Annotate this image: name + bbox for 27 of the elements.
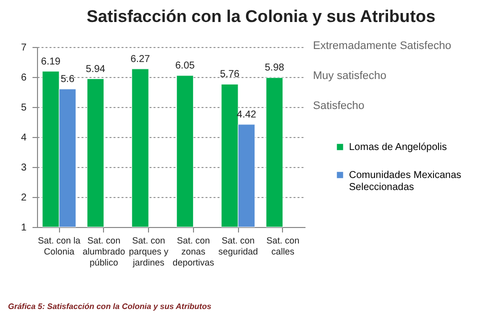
text: Satisfecho <box>313 100 364 112</box>
data-label: 5.94 <box>86 64 106 75</box>
x-tick-label: Sat. con alumbrado público <box>82 236 126 268</box>
x-tick-label: Sat. con la Colonia <box>38 236 80 256</box>
chart-title: Satisfacción con la Colonia y sus Atributos <box>86 7 436 26</box>
y-tick-label: 7 <box>20 42 27 54</box>
x-tick-label: Sat. con calles <box>266 236 300 256</box>
legend-label: Comunidades Mexicanas Seleccionadas <box>349 170 462 193</box>
data-label: 5.76 <box>220 69 240 80</box>
y-tick-label: 5 <box>20 102 27 114</box>
legend-label: Lomas de Angelópolis <box>349 142 447 153</box>
data-label: 5.6 <box>60 74 75 85</box>
x-tick-label: Sat. con parques y jardines <box>128 236 169 268</box>
data-label: 6.27 <box>130 54 150 65</box>
x-tick-label: Sat. con seguridad <box>218 236 258 256</box>
y-tick-label: 2 <box>20 192 27 204</box>
data-label: 6.05 <box>175 60 196 72</box>
data-label: 5.98 <box>264 62 285 74</box>
y-tick-label: 1 <box>20 222 27 234</box>
y-tick-label: 3 <box>20 162 27 174</box>
data-label: 6.19 <box>41 56 61 68</box>
y-tick-label: 6 <box>20 72 27 84</box>
text: Gráfica 5: Satisfacción con la Colonia y sus Atributos <box>8 302 212 311</box>
y-tick-label: 4 <box>20 132 27 144</box>
text: Muy satisfecho <box>313 70 386 82</box>
x-tick-label: Sat. con zonas deportivas <box>172 236 215 268</box>
text: Extremadamente Satisfecho <box>313 40 452 52</box>
